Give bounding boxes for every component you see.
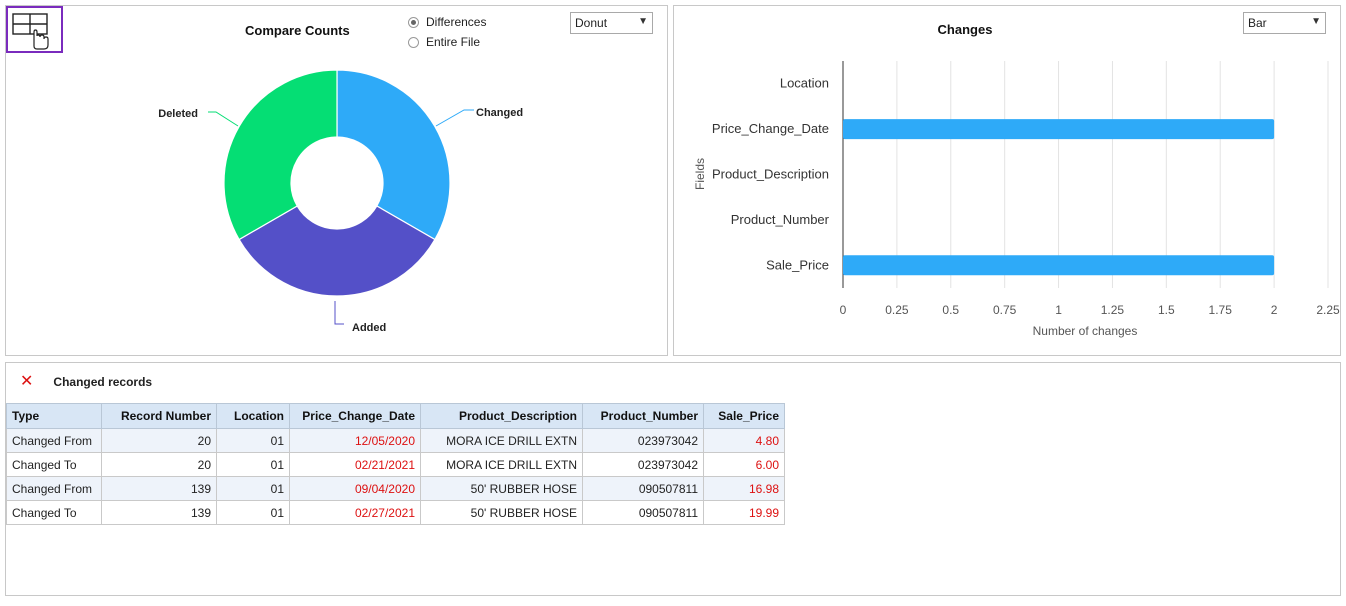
compare-mode-radio-group: Differences Entire File [408,12,486,52]
donut-label-added: Added [352,322,386,334]
table-cell-location: 01 [216,452,290,477]
table-cell-record-number: 20 [101,452,217,477]
donut-slice-changed[interactable] [336,69,451,241]
table-cell-location: 01 [216,500,290,525]
table-cell-sale-price: 4.80 [703,428,785,453]
bar-price-change-date[interactable] [843,119,1275,140]
column-header-product-number[interactable]: Product_Number [582,403,704,429]
column-header-price-change-date[interactable]: Price_Change_Date [289,403,421,429]
table-cell-location: 01 [216,428,290,453]
table-cell-price-change-date: 12/05/2020 [289,428,421,453]
table-cell-price-change-date: 02/21/2021 [289,452,421,477]
x-tick-label: 2 [1271,303,1278,317]
table-cell-type: Changed From [6,428,102,453]
donut-label-deleted: Deleted [158,108,198,120]
table-header-row: Type Record Number Location Price_Change_Da… [6,403,785,429]
table-row[interactable]: Changed From 139 01 09/04/2020 50' RUBBER HO… [6,476,785,501]
x-tick-label: 1 [1055,303,1062,317]
layout-grid-icon [12,13,49,50]
table-row[interactable]: Changed To 139 01 02/27/2021 50' RUBBER HOSE… [6,500,785,525]
table-cell-record-number: 20 [101,428,217,453]
table-cell-product-description: MORA ICE DRILL EXTN [420,428,583,453]
close-icon[interactable]: ✕ [20,373,34,390]
table-row[interactable]: Changed To 20 01 02/21/2021 MORA ICE DRILL E… [6,452,785,477]
radio-entire-file[interactable]: Entire File [408,32,486,52]
x-tick-label: 1.75 [1209,303,1233,317]
table-cell-type: Changed To [6,452,102,477]
table-cell-price-change-date: 02/27/2021 [289,500,421,525]
changed-records-title: Changed records [53,375,153,389]
chevron-down-icon: ▼ [1311,16,1321,27]
y-tick-label-product-description: Product_Description [712,167,829,182]
y-axis-label: Fields [693,158,707,190]
x-tick-label: 0 [840,303,847,317]
radio-differences[interactable]: Differences [408,12,486,32]
donut-label-connector [208,111,239,127]
radio-differences-indicator[interactable] [408,16,419,28]
table-cell-type: Changed From [6,476,102,501]
table-cell-price-change-date: 09/04/2020 [289,476,421,501]
layout-toggle-button[interactable] [6,6,63,53]
bar-chart-title: Changes [938,22,993,37]
column-header-sale-price[interactable]: Sale_Price [703,403,785,429]
x-tick-label: 1.5 [1158,303,1175,317]
bar-chart-type-select[interactable]: Bar ▼ [1243,12,1326,34]
radio-entire-file-label: Entire File [426,35,481,49]
table-row[interactable]: Changed From 20 01 12/05/2020 MORA ICE DRILL… [6,428,785,453]
x-tick-label: 0.75 [993,303,1017,317]
table-cell-sale-price: 6.00 [703,452,785,477]
y-tick-label-price-change-date: Price_Change_Date [712,121,829,136]
table-cell-product-number: 090507811 [582,500,704,525]
table-cell-product-number: 023973042 [582,452,704,477]
x-tick-label: 0.5 [942,303,959,317]
chevron-down-icon: ▼ [638,16,648,27]
bar-sale-price[interactable] [843,255,1275,276]
x-tick-label: 1.25 [1101,303,1125,317]
column-header-location[interactable]: Location [216,403,290,429]
donut-slice-deleted[interactable] [223,69,338,241]
donut-label-connector [334,301,344,325]
bar-chart-type-value: Bar [1248,16,1267,30]
donut-slice-added[interactable] [238,205,436,297]
table-cell-product-description: 50' RUBBER HOSE [420,500,583,525]
x-tick-label: 0.25 [885,303,909,317]
table-cell-record-number: 139 [101,500,217,525]
x-tick-label: 2.25 [1316,303,1340,317]
donut-chart-type-value: Donut [575,16,608,30]
changed-records-panel: ✕ Changed records Type Record Number Locat… [5,362,1341,596]
table-cell-product-number: 090507811 [582,476,704,501]
changed-records-table: Type Record Number Location Price_Change_Da… [6,403,785,525]
table-cell-sale-price: 19.99 [703,500,785,525]
table-cell-type: Changed To [6,500,102,525]
table-cell-sale-price: 16.98 [703,476,785,501]
x-axis-label: Number of changes [1033,324,1138,338]
column-header-type[interactable]: Type [6,403,102,429]
radio-entire-file-indicator[interactable] [408,36,419,48]
y-tick-label-product-number: Product_Number [731,212,830,227]
y-tick-label-location: Location [780,76,829,91]
changes-bar-chart: Changes 0 0.25 0.5 0.75 1 1.25 1.5 1.75 2 2.25 Loca… [693,22,1340,338]
compare-counts-panel: Compare Counts Differences Entire File D… [5,5,668,356]
donut-label-connector [435,109,474,127]
donut-chart: Changed Added Deleted [158,69,523,334]
donut-chart-type-select[interactable]: Donut ▼ [570,12,653,34]
table-cell-record-number: 139 [101,476,217,501]
y-tick-label-sale-price: Sale_Price [766,257,829,272]
table-cell-location: 01 [216,476,290,501]
compare-counts-title: Compare Counts [245,23,350,38]
radio-differences-label: Differences [426,15,487,29]
changed-records-header: ✕ Changed records [20,373,153,390]
table-cell-product-description: MORA ICE DRILL EXTN [420,452,583,477]
donut-label-changed: Changed [476,107,523,119]
changes-panel: Bar ▼ Changes 0 0.25 0.5 0.75 1 1.25 1.5 1.75 2 2.… [673,5,1341,356]
table-cell-product-number: 023973042 [582,428,704,453]
column-header-product-description[interactable]: Product_Description [420,403,583,429]
column-header-record-number[interactable]: Record Number [101,403,217,429]
table-cell-product-description: 50' RUBBER HOSE [420,476,583,501]
